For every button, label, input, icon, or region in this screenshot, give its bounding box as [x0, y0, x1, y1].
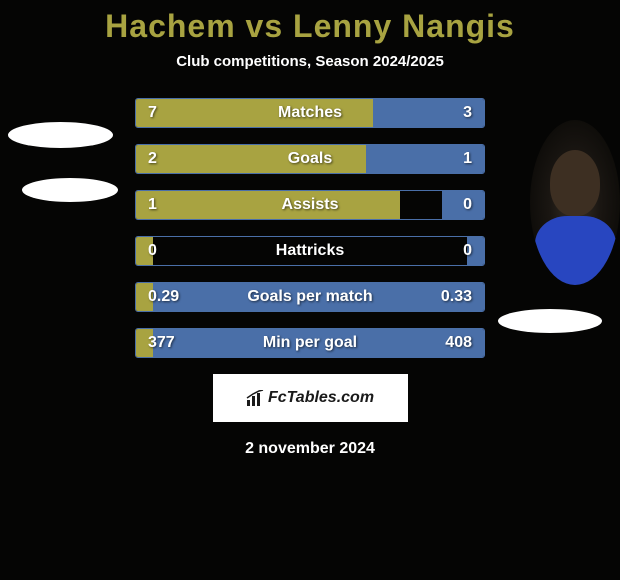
stat-value-right: 0 — [463, 196, 472, 214]
stat-label: Goals — [288, 150, 332, 168]
stat-value-right: 0.33 — [441, 288, 472, 306]
stat-row: 0 0 Hattricks — [135, 236, 485, 266]
player-avatar-right — [530, 120, 620, 285]
footer-brand-box: FcTables.com — [213, 374, 408, 422]
brand-text: FcTables.com — [268, 389, 374, 407]
stat-value-left: 1 — [148, 196, 157, 214]
brand-logo: FcTables.com — [246, 389, 374, 407]
stat-value-left: 0 — [148, 242, 157, 260]
stat-row: 2 1 Goals — [135, 144, 485, 174]
stat-value-left: 7 — [148, 104, 157, 122]
stat-value-right: 408 — [445, 334, 472, 352]
avatar-image — [530, 120, 620, 285]
stat-row: 7 3 Matches — [135, 98, 485, 128]
stat-bar-left — [136, 191, 400, 219]
subtitle: Club competitions, Season 2024/2025 — [0, 53, 620, 70]
stat-row: 0.29 0.33 Goals per match — [135, 282, 485, 312]
main-container: Hachem vs Lenny Nangis Club competitions… — [0, 0, 620, 458]
stats-panel: 7 3 Matches 2 1 Goals 1 0 Assists 0 0 Hattricks 0.29… — [135, 98, 485, 358]
stat-value-right: 3 — [463, 104, 472, 122]
decorative-ellipse — [22, 178, 118, 202]
stat-row: 1 0 Assists — [135, 190, 485, 220]
stat-label: Hattricks — [276, 242, 344, 260]
stat-label: Assists — [282, 196, 339, 214]
stat-value-right: 1 — [463, 150, 472, 168]
decorative-ellipse — [498, 309, 602, 333]
stat-label: Matches — [278, 104, 342, 122]
stat-value-left: 377 — [148, 334, 175, 352]
stat-value-left: 2 — [148, 150, 157, 168]
stat-label: Min per goal — [263, 334, 357, 352]
page-title: Hachem vs Lenny Nangis — [0, 8, 620, 45]
stat-row: 377 408 Min per goal — [135, 328, 485, 358]
stat-value-right: 0 — [463, 242, 472, 260]
chart-icon — [246, 390, 264, 406]
stat-value-left: 0.29 — [148, 288, 179, 306]
decorative-ellipse — [8, 122, 113, 148]
footer-date: 2 november 2024 — [0, 440, 620, 458]
stat-label: Goals per match — [247, 288, 372, 306]
